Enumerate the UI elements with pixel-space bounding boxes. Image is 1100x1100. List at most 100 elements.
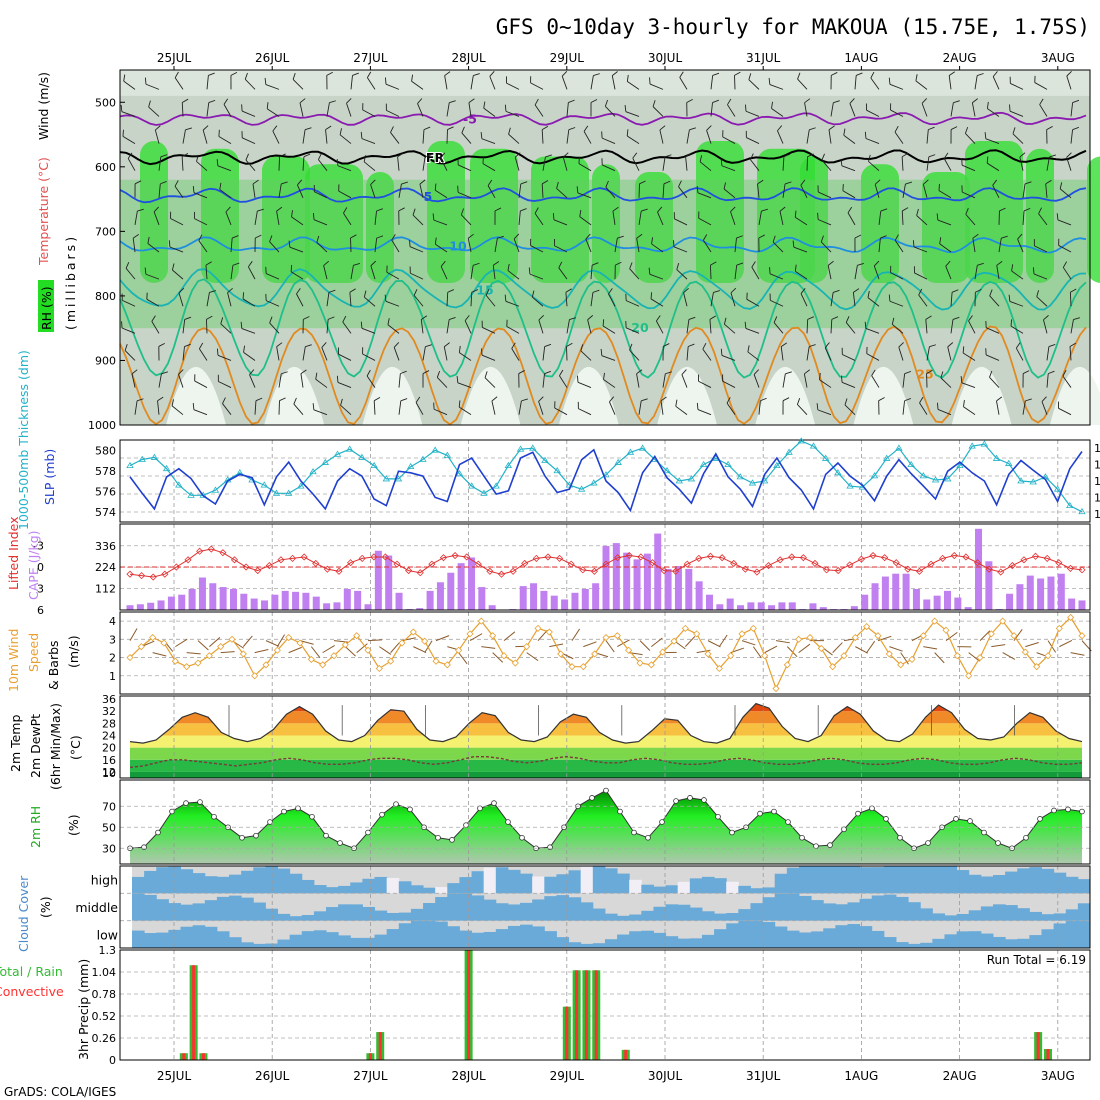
barb-flag (171, 399, 174, 406)
barb-staff (578, 408, 592, 416)
wind-barb (998, 207, 1006, 225)
wind-barb (800, 179, 808, 198)
wind-barb (1070, 317, 1080, 334)
wind10m-point (999, 617, 1007, 625)
wind10m-point (749, 624, 757, 632)
barb-staff (206, 75, 209, 90)
barb-staff (965, 133, 976, 144)
wind-barb (945, 260, 952, 280)
barb-staff (541, 183, 544, 198)
wind10m-point (126, 653, 134, 662)
wind-barb (336, 159, 352, 172)
barb-flag (901, 152, 909, 158)
li-point (347, 559, 355, 567)
barb-flag (520, 208, 527, 212)
li-point (300, 553, 308, 561)
wind10m-barb (379, 646, 392, 655)
cloud-cell (811, 900, 824, 921)
barb-staff (852, 292, 856, 307)
rh2m-point (435, 834, 441, 841)
barb-flag (296, 288, 301, 295)
barb-staff (182, 319, 186, 334)
cape-bar (592, 583, 600, 610)
barb-flag (809, 344, 816, 348)
barb-flag (303, 316, 310, 320)
barb-flag (124, 344, 128, 351)
rh2m-point (813, 843, 819, 849)
barb-staff (902, 183, 906, 198)
barb-staff (636, 238, 640, 253)
wind-barb (290, 265, 304, 280)
wind-barb (350, 262, 360, 280)
wind-barb (710, 72, 720, 90)
rh2m-legend: 2m RH (%) (28, 806, 81, 848)
wind-barb (206, 290, 216, 307)
wind-barb (758, 208, 768, 225)
wind10m-barb (718, 634, 728, 647)
li-point (521, 559, 529, 567)
li-point (730, 559, 738, 567)
barb-flag (727, 98, 732, 105)
barb-staff (867, 297, 880, 307)
wind-barb (489, 71, 496, 90)
wind-barb (722, 130, 736, 144)
bottom-date-29JUL: 29JUL (550, 1069, 585, 1083)
barb-staff (299, 102, 304, 117)
barb-flag (649, 77, 651, 85)
cloud-cell (423, 887, 436, 894)
wind-barb (590, 99, 598, 117)
wind-barb (296, 288, 304, 307)
cloud-cell (289, 916, 303, 921)
wind-barb (566, 342, 573, 361)
cloud-cell (168, 929, 182, 948)
li-point (335, 567, 343, 575)
bottom-date-28JUL: 28JUL (451, 1069, 486, 1083)
wind-barb (241, 104, 256, 117)
barb-flag (554, 239, 555, 246)
cloud-cell (338, 935, 351, 948)
barb-staff (243, 351, 256, 361)
barb-staff (758, 211, 762, 225)
barb-staff (542, 373, 545, 388)
barb-staff (318, 159, 328, 171)
cloud-cell (495, 867, 509, 894)
cloud-cell (301, 931, 315, 948)
barb-staff (800, 293, 808, 307)
wind-barb (144, 267, 160, 280)
wind10m-barb (356, 643, 368, 654)
barb-staff (649, 273, 664, 280)
barb-flag (842, 184, 844, 191)
li-point (753, 568, 761, 576)
wind10m-point (251, 672, 259, 680)
barb-staff (889, 300, 904, 307)
li-tick: 3 (37, 583, 44, 596)
cloud-cell (653, 906, 667, 921)
wind-barb (1017, 233, 1024, 253)
barb-staff (963, 406, 976, 416)
barb-staff (681, 374, 688, 388)
barb-staff (806, 346, 810, 361)
cape-bar (633, 559, 641, 610)
wind-barb (926, 344, 936, 361)
wind10m-point (1033, 663, 1041, 671)
cloud-cell (1041, 929, 1055, 948)
slp-thickness-panel: 10081010101210141016574576578580 (95, 437, 1100, 523)
wind10m-point (273, 646, 281, 654)
barb-flag (686, 98, 693, 103)
wind-barb (446, 126, 454, 144)
cloud-cell (944, 934, 958, 948)
cloud-cell (932, 938, 945, 948)
wind-barb (460, 208, 472, 226)
cloud-cell (1041, 914, 1055, 921)
barb-flag (626, 129, 629, 137)
rh-moist-blob (262, 156, 310, 283)
li-point (625, 551, 633, 560)
barb-staff (505, 300, 520, 307)
barb-staff (534, 213, 544, 226)
cloud-cell (786, 893, 800, 921)
wind10m-barb (1025, 642, 1039, 648)
barb-flag (266, 102, 269, 109)
barb-flag (807, 316, 815, 320)
wind-barb (566, 127, 576, 144)
wind10m-point (625, 646, 633, 654)
